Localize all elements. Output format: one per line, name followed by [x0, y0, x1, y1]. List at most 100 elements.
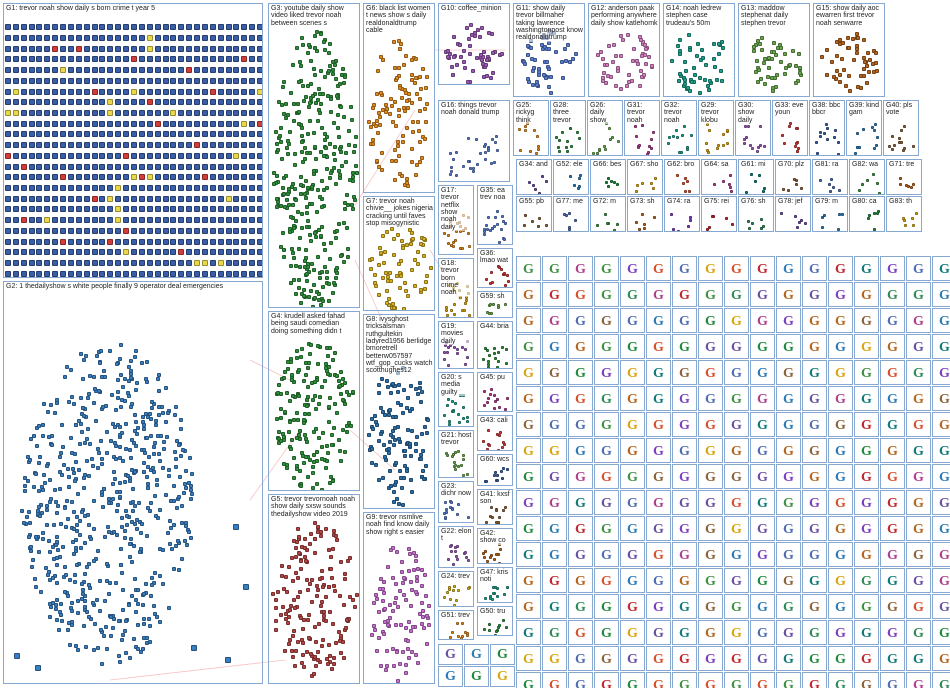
- node: [128, 555, 132, 559]
- node: [119, 547, 123, 551]
- node: [163, 196, 169, 202]
- node: [32, 434, 36, 438]
- singleton-label: G: [653, 496, 664, 512]
- group-g33: G33: eve youn: [772, 100, 808, 156]
- node: [307, 412, 311, 416]
- node: [131, 217, 137, 223]
- node: [405, 181, 409, 185]
- node: [218, 153, 224, 159]
- node: [475, 56, 479, 60]
- node: [172, 567, 176, 571]
- node: [414, 559, 418, 563]
- group-singleton: G: [568, 308, 593, 333]
- node: [170, 46, 176, 52]
- node: [413, 81, 417, 85]
- group-g62: G62: bro: [664, 159, 700, 195]
- singleton-label: G: [809, 496, 820, 512]
- node: [675, 129, 678, 132]
- node: [97, 451, 101, 455]
- group-singleton: G: [568, 646, 593, 671]
- node: [696, 42, 700, 46]
- node: [27, 535, 31, 539]
- node: [574, 219, 577, 222]
- node: [281, 186, 285, 190]
- node: [177, 495, 181, 499]
- node: [524, 129, 527, 132]
- node: [726, 142, 729, 145]
- node: [291, 655, 295, 659]
- group-singleton: G: [854, 620, 879, 645]
- node: [194, 164, 200, 170]
- node: [796, 150, 799, 153]
- node: [139, 531, 143, 535]
- node: [51, 545, 55, 549]
- node: [490, 312, 493, 315]
- node: [21, 142, 27, 148]
- node: [68, 196, 74, 202]
- singleton-label: G: [835, 288, 846, 304]
- node: [61, 545, 65, 549]
- group-g7: G7: trevor noah chivie__ jokes nigeria c…: [363, 196, 435, 311]
- node: [421, 615, 425, 619]
- node: [391, 120, 395, 124]
- node: [296, 595, 300, 599]
- node: [249, 196, 255, 202]
- node: [405, 243, 409, 247]
- node: [421, 67, 425, 71]
- node: [297, 110, 301, 114]
- node: [462, 474, 465, 477]
- node: [52, 46, 58, 52]
- node: [92, 110, 98, 116]
- node: [44, 121, 50, 127]
- node: [60, 142, 66, 148]
- node: [40, 511, 44, 515]
- node: [115, 131, 121, 137]
- node: [241, 239, 247, 245]
- node: [286, 621, 290, 625]
- node: [392, 40, 396, 44]
- singleton-label: G: [783, 522, 794, 538]
- node: [796, 226, 799, 229]
- group-title: G28: three trevor: [553, 102, 584, 124]
- group-singleton: G: [880, 516, 905, 541]
- node: [459, 55, 463, 59]
- node: [44, 35, 50, 41]
- group-singleton: G: [620, 464, 645, 489]
- node: [68, 153, 74, 159]
- node: [76, 153, 82, 159]
- node: [163, 89, 169, 95]
- singleton-label: G: [887, 314, 898, 330]
- node: [81, 377, 85, 381]
- group-singleton: G: [672, 412, 697, 437]
- node: [130, 560, 134, 564]
- node: [762, 190, 765, 193]
- node: [381, 410, 385, 414]
- node: [315, 49, 319, 53]
- node: [60, 249, 66, 255]
- node: [139, 24, 145, 30]
- node: [111, 626, 115, 630]
- node: [115, 67, 121, 73]
- singleton-label: G: [939, 444, 950, 460]
- node: [125, 523, 129, 527]
- node: [752, 49, 756, 53]
- group-singleton: G: [828, 386, 853, 411]
- node: [380, 151, 384, 155]
- node: [291, 182, 295, 186]
- node: [306, 186, 310, 190]
- node: [129, 376, 133, 380]
- singleton-label: G: [861, 574, 872, 590]
- singleton-label: G: [679, 496, 690, 512]
- node: [306, 588, 310, 592]
- node: [104, 625, 108, 629]
- node: [84, 217, 90, 223]
- node: [128, 542, 132, 546]
- node: [98, 579, 102, 583]
- node: [105, 430, 109, 434]
- node: [557, 146, 560, 149]
- node: [705, 142, 708, 145]
- node: [902, 149, 905, 152]
- node: [444, 516, 447, 519]
- node: [424, 86, 428, 90]
- node: [837, 141, 840, 144]
